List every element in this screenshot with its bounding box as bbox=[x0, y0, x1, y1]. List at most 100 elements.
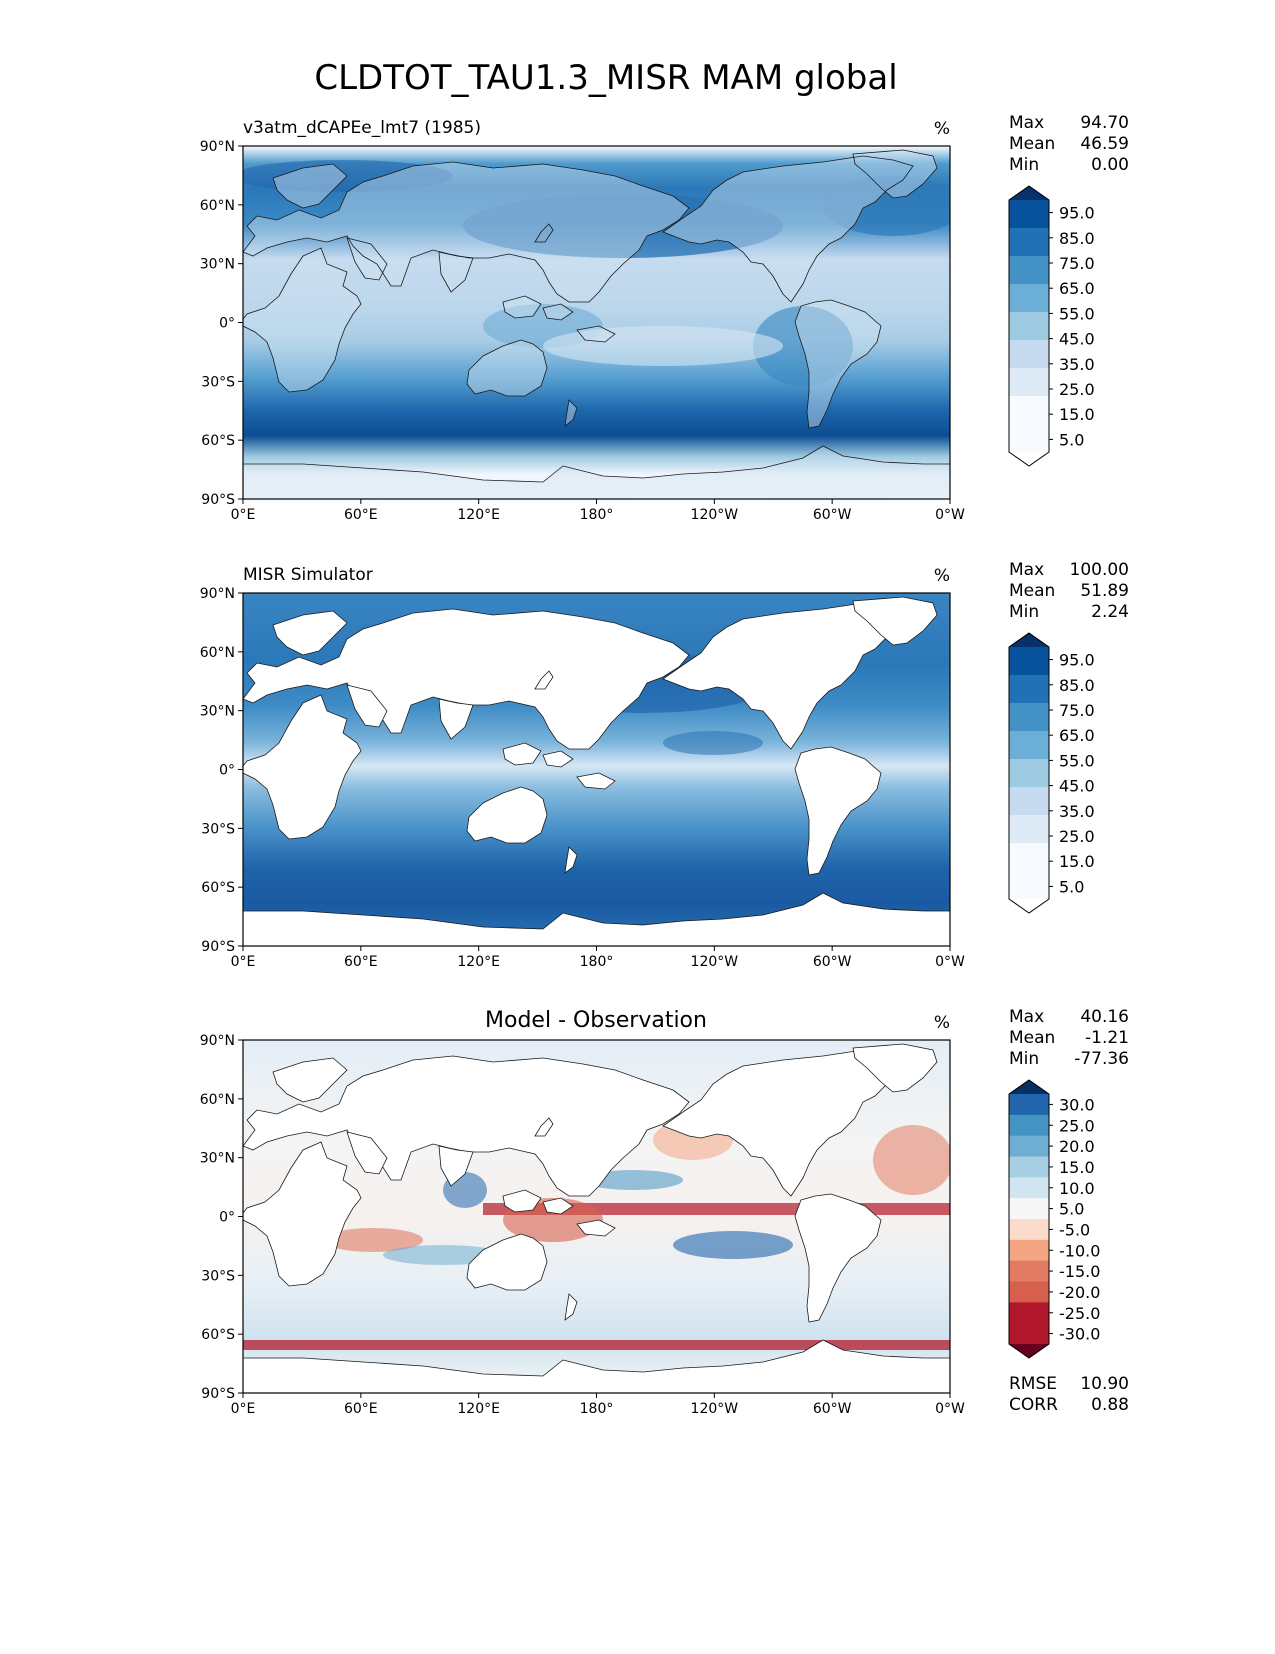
colorbar-band bbox=[1009, 815, 1049, 844]
colorbar-band bbox=[1009, 1198, 1049, 1220]
diff-red-indian bbox=[323, 1228, 423, 1252]
obs-stat-min-label: Min bbox=[1009, 602, 1039, 622]
colorbar-band bbox=[1009, 787, 1049, 816]
panel-model-left-title: v3atm_dCAPEe_lmt7 (1985) bbox=[243, 118, 481, 138]
diff-colorbar: 30.0 25.0 20.0 15.0 10.0 5.0-5.0 -10.0 -15.0 -20… bbox=[1008, 1079, 1100, 1359]
colorbar-label: 15.0 bbox=[1059, 852, 1095, 871]
colorbar-label: 5.0 bbox=[1059, 430, 1084, 449]
ytick-label: 30°S bbox=[201, 1268, 235, 1284]
ytick-label: 60°S bbox=[201, 1327, 235, 1343]
xtick-label: 60°W bbox=[813, 954, 852, 970]
xtick-label: 60°E bbox=[344, 1401, 378, 1417]
xtick-label: 60°W bbox=[813, 507, 852, 523]
panel-obs-units: % bbox=[934, 566, 950, 586]
colorbar-band bbox=[1009, 424, 1049, 453]
xtick-label: 120°E bbox=[457, 954, 500, 970]
map-diff bbox=[243, 1040, 950, 1393]
ytick-label: 90°S bbox=[201, 492, 235, 508]
colorbar-label: -15.0 bbox=[1059, 1262, 1100, 1281]
model-stat-min-value: 0.00 bbox=[1091, 155, 1129, 175]
model-xticks: 0°E 60°E 120°E 180° 120°W 60°W 0°W bbox=[231, 499, 965, 523]
colorbar-band bbox=[1009, 647, 1049, 676]
diff-blue-east-pacific bbox=[673, 1231, 793, 1259]
ytick-label: 30°S bbox=[201, 374, 235, 390]
colorbar-outline bbox=[1008, 185, 1050, 467]
obs-yticks: 90°N 60°N 30°N 0° 30°S 60°S 90°S bbox=[200, 586, 243, 955]
diff-rmse-label: RMSE bbox=[1009, 1374, 1057, 1394]
colorbar-band bbox=[1009, 1219, 1049, 1241]
obs-blob-east-pacific bbox=[663, 731, 763, 755]
colorbar-label: 85.0 bbox=[1059, 676, 1095, 695]
colorbar-band bbox=[1009, 228, 1049, 257]
ytick-label: 30°N bbox=[200, 257, 235, 273]
colorbar-extend-bottom bbox=[1009, 899, 1049, 913]
model-stat-max-label: Max bbox=[1009, 113, 1044, 133]
xtick-label: 0°W bbox=[935, 1401, 965, 1417]
model-yticks: 90°N 60°N 30°N 0° 30°S 60°S 90°S bbox=[200, 139, 243, 508]
panel-model: v3atm_dCAPEe_lmt7 (1985) % 90°N 60°N 30°N 0… bbox=[200, 113, 1129, 523]
xtick-label: 120°W bbox=[691, 954, 739, 970]
diff-rmse-value: 10.90 bbox=[1080, 1374, 1129, 1394]
colorbar-band bbox=[1009, 312, 1049, 341]
colorbar-band bbox=[1009, 1239, 1049, 1262]
colorbar-extend-bottom bbox=[1009, 1344, 1049, 1358]
obs-colorbar: 95.0 85.0 75.0 65.0 55.0 45.0 35.0 25.0 15.0 5.0 bbox=[1008, 632, 1095, 914]
panel-obs-left-title: MISR Simulator bbox=[243, 565, 373, 585]
colorbar-band bbox=[1009, 1323, 1049, 1345]
diff-stat-max-value: 40.16 bbox=[1080, 1007, 1129, 1027]
model-stat-mean-label: Mean bbox=[1009, 134, 1055, 154]
ytick-label: 60°N bbox=[200, 645, 235, 661]
ytick-label: 0° bbox=[219, 1210, 235, 1226]
colorbar-label: -5.0 bbox=[1059, 1220, 1090, 1239]
colorbar-label: 15.0 bbox=[1059, 1158, 1095, 1177]
obs-stat-mean-label: Mean bbox=[1009, 581, 1055, 601]
colorbar-label: 45.0 bbox=[1059, 777, 1095, 796]
panel-model-units: % bbox=[934, 119, 950, 139]
colorbar-label: 65.0 bbox=[1059, 279, 1095, 298]
colorbar-band bbox=[1009, 368, 1049, 397]
ytick-label: 90°N bbox=[200, 586, 235, 602]
ytick-label: 30°S bbox=[201, 821, 235, 837]
xtick-label: 120°W bbox=[691, 1401, 739, 1417]
obs-xticks: 0°E 60°E 120°E 180° 120°W 60°W 0°W bbox=[231, 946, 965, 970]
colorbar-band bbox=[1009, 843, 1049, 872]
xtick-label: 120°E bbox=[457, 1401, 500, 1417]
panel-obs: MISR Simulator % 90°N60°N30°N0°30°S60°S9… bbox=[200, 560, 1129, 970]
colorbar-extend-top bbox=[1009, 186, 1049, 200]
ytick-label: 90°N bbox=[200, 139, 235, 155]
colorbar-outline bbox=[1008, 1079, 1050, 1359]
colorbar-label: 95.0 bbox=[1059, 651, 1095, 670]
colorbar-label: -10.0 bbox=[1059, 1241, 1100, 1260]
diff-stat-min-label: Min bbox=[1009, 1049, 1039, 1069]
diff-xticks: 0°E 60°E 120°E 180° 120°W 60°W 0°W bbox=[231, 1393, 965, 1417]
colorbar-label: -25.0 bbox=[1059, 1304, 1100, 1323]
colorbar-band bbox=[1009, 1260, 1049, 1282]
colorbar-band bbox=[1009, 200, 1049, 229]
colorbar-band bbox=[1009, 731, 1049, 760]
xtick-label: 180° bbox=[580, 507, 614, 523]
colorbar-band bbox=[1009, 1156, 1049, 1178]
colorbar-label: 25.0 bbox=[1059, 827, 1095, 846]
ytick-label: 30°N bbox=[200, 1151, 235, 1167]
colorbar-band bbox=[1009, 871, 1049, 900]
colorbar-band bbox=[1009, 396, 1049, 425]
colorbar-label: 35.0 bbox=[1059, 802, 1095, 821]
panel-diff-center-title: Model - Observation bbox=[485, 1008, 707, 1033]
colorbar-label: 85.0 bbox=[1059, 229, 1095, 248]
obs-stat-max-label: Max bbox=[1009, 560, 1044, 580]
figure-title: CLDTOT_TAU1.3_MISR MAM global bbox=[314, 58, 897, 98]
diff-stat-mean-label: Mean bbox=[1009, 1028, 1055, 1048]
xtick-label: 180° bbox=[580, 954, 614, 970]
colorbar-label: 20.0 bbox=[1059, 1137, 1095, 1156]
map-model bbox=[243, 146, 950, 499]
colorbar-outline bbox=[1008, 632, 1050, 914]
colorbar-label: 10.0 bbox=[1059, 1179, 1095, 1198]
model-stat-mean-value: 46.59 bbox=[1080, 134, 1129, 154]
colorbar-band bbox=[1009, 1135, 1049, 1157]
colorbar-label: 75.0 bbox=[1059, 254, 1095, 273]
ytick-label: 60°N bbox=[200, 198, 235, 214]
colorbar-extend-top bbox=[1009, 633, 1049, 647]
colorbar-extend-top bbox=[1009, 1080, 1049, 1094]
colorbar-band bbox=[1009, 256, 1049, 285]
